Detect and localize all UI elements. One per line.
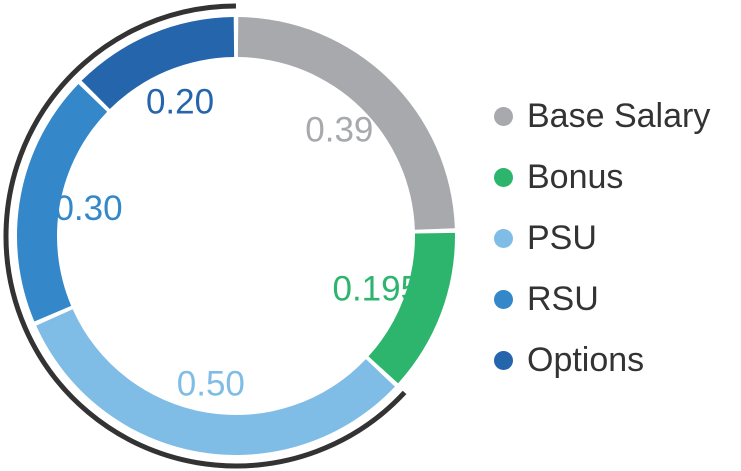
legend-item-options: Options xyxy=(494,330,710,391)
legend-label-bonus: Bonus xyxy=(527,158,624,196)
legend-item-rsu: RSU xyxy=(494,269,710,330)
legend-swatch-rsu xyxy=(494,290,513,309)
slice-psu xyxy=(36,309,395,455)
legend-item-bonus: Bonus xyxy=(494,147,710,208)
slice-base-salary xyxy=(237,17,455,230)
value-label-bonus: 0.195 xyxy=(332,270,420,309)
legend-swatch-bonus xyxy=(494,168,513,187)
legend-swatch-base-salary xyxy=(494,107,513,126)
legend-label-options: Options xyxy=(527,341,645,379)
legend-label-base-salary: Base Salary xyxy=(527,97,711,135)
legend-swatch-options xyxy=(494,351,513,370)
legend-swatch-psu xyxy=(494,229,513,248)
slice-bonus xyxy=(368,232,455,384)
legend-item-psu: PSU xyxy=(494,208,710,269)
value-label-rsu: 0.30 xyxy=(54,189,122,228)
slice-options xyxy=(81,17,235,110)
value-label-options: 0.20 xyxy=(146,83,214,122)
legend: Base Salary Bonus PSU RSU Options xyxy=(494,86,710,391)
value-label-psu: 0.50 xyxy=(177,364,245,403)
slice-rsu xyxy=(17,83,108,322)
legend-label-psu: PSU xyxy=(527,219,597,257)
outer-bracket-arc xyxy=(3,3,407,469)
legend-label-rsu: RSU xyxy=(527,280,599,318)
value-label-base-salary: 0.39 xyxy=(305,111,373,150)
legend-item-base-salary: Base Salary xyxy=(494,86,710,147)
